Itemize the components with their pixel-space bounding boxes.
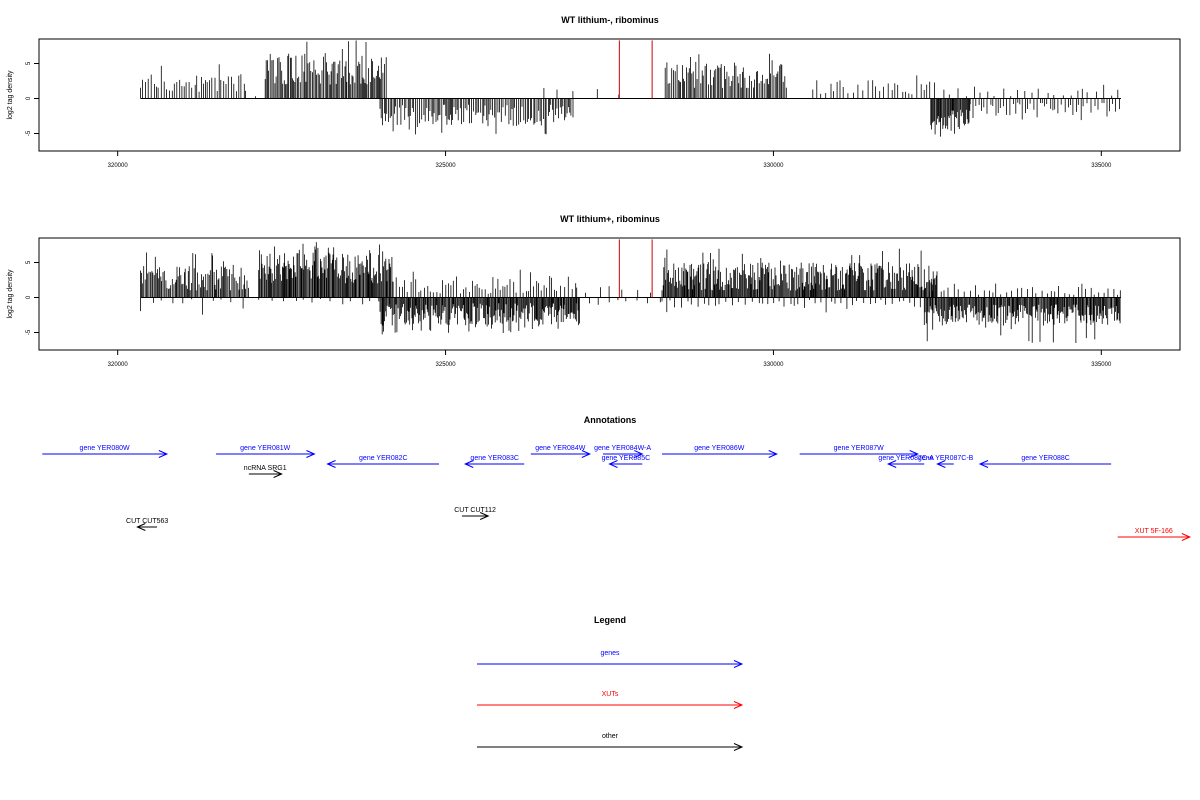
legend-arrow-head — [733, 701, 744, 709]
annotation-feature: gene YER086W — [661, 445, 778, 458]
signal-bars — [140, 40, 1121, 137]
y-tick-label: 0 — [26, 96, 32, 100]
track-panel-lithium-plus: WT lithium+, ribominus log2 tag density … — [7, 214, 1181, 368]
feature-label: gene YER083C — [470, 455, 519, 462]
x-tick-label: 325000 — [436, 163, 457, 169]
annotation-feature: ncRNA SRG1 — [244, 465, 287, 478]
annotation-feature: gene YER084W — [530, 445, 592, 458]
annotation-features: gene YER080W gene YER081W gene YER082C gene… — [42, 445, 1192, 541]
feature-arrow-head — [634, 450, 644, 458]
panel-title: WT lithium+, ribominus — [560, 214, 660, 224]
feature-label: gene YER080W — [80, 445, 130, 452]
annotation-feature: XUT 5F-166 — [1117, 528, 1192, 541]
feature-arrow-head — [978, 460, 989, 468]
feature-arrow-head — [936, 460, 946, 468]
y-tick-label: -5 — [26, 329, 32, 335]
feature-label: gene YER086W — [694, 445, 744, 452]
feature-label: gene YER082C — [359, 455, 408, 462]
annotations-title: Annotations — [584, 415, 637, 425]
feature-label: gene YER085C — [602, 455, 651, 462]
feature-arrow-head — [158, 450, 169, 458]
legend-arrow-head — [733, 743, 744, 751]
feature-label: gene YER084W-A — [594, 445, 651, 452]
legend-entry: other — [477, 733, 744, 751]
panel-title: WT lithium-, ribominus — [561, 15, 659, 25]
annotation-feature: gene YER085C — [602, 455, 651, 468]
annotation-feature: gene YER082C — [326, 455, 440, 468]
annotation-feature: gene YER088C — [978, 455, 1112, 468]
y-tick-label: 5 — [26, 61, 32, 65]
feature-arrow-head — [326, 460, 336, 468]
y-axis-label: log2 tag density — [7, 269, 14, 319]
x-tick-label: 320000 — [108, 362, 129, 368]
feature-label: XUT 5F-166 — [1135, 528, 1173, 535]
annotation-feature: gene YER080W — [42, 445, 169, 458]
legend-entry: XUTs — [477, 691, 744, 709]
feature-arrow-head — [136, 523, 146, 531]
x-tick-label: 325000 — [436, 362, 457, 368]
axes: 320000 325000 330000 335000 -5 0 5 — [26, 61, 1112, 169]
annotation-feature: gene YER084W-A — [594, 445, 651, 458]
feature-arrow-head — [479, 512, 490, 520]
y-tick-label: 0 — [26, 295, 32, 299]
feature-label: gene YER087W — [834, 445, 884, 452]
feature-arrow-head — [273, 470, 283, 478]
y-tick-label: -5 — [26, 130, 32, 136]
feature-arrow-head — [608, 460, 618, 468]
legend-label: other — [602, 733, 619, 740]
annotation-feature: gene YER087C-B — [918, 455, 974, 468]
annotation-feature: CUT CUT563 — [126, 518, 168, 531]
x-tick-label: 335000 — [1091, 163, 1112, 169]
annotation-feature: gene YER081W — [216, 445, 316, 458]
annotation-feature: gene YER087W — [799, 445, 919, 458]
feature-label: gene YER087C-A — [878, 455, 934, 462]
y-tick-label: 5 — [26, 260, 32, 264]
feature-arrow-head — [768, 450, 778, 458]
legend-entries: genes XUTs other — [477, 650, 744, 751]
feature-label: gene YER081W — [240, 445, 290, 452]
legend: Legend genes XUTs other — [477, 615, 744, 751]
feature-arrow-head — [1181, 533, 1192, 541]
y-axis-label: log2 tag density — [7, 70, 14, 120]
feature-label: gene YER087C-B — [918, 455, 974, 462]
feature-arrow-head — [463, 460, 474, 468]
annotation-track: Annotations gene YER080W gene YER081Wgene… — [42, 415, 1192, 541]
legend-title: Legend — [594, 615, 626, 625]
plot-frame — [38, 38, 1181, 152]
feature-label: CUT CUT112 — [454, 507, 496, 514]
feature-label: CUT CUT563 — [126, 518, 168, 525]
annotation-feature: gene YER083C — [463, 455, 525, 468]
x-tick-label: 335000 — [1091, 362, 1112, 368]
feature-arrow-head — [909, 450, 919, 458]
signal-bars — [140, 239, 1121, 343]
x-tick-label: 330000 — [763, 362, 784, 368]
legend-label: XUTs — [602, 691, 619, 698]
annotation-feature: gene YER087C-A — [878, 455, 934, 468]
feature-label: gene YER084W — [535, 445, 585, 452]
legend-entry: genes — [477, 650, 744, 668]
track-panel-lithium-minus: WT lithium-, ribominus log2 tag density … — [7, 15, 1181, 169]
x-tick-label: 320000 — [108, 163, 129, 169]
axes: 320000 325000 330000 335000 -5 0 5 — [26, 260, 1112, 368]
annotation-feature: CUT CUT112 — [454, 507, 496, 520]
plot-frame — [38, 237, 1181, 351]
feature-arrow-head — [581, 450, 592, 458]
legend-arrow-head — [733, 660, 744, 668]
feature-label: gene YER088C — [1021, 455, 1070, 462]
feature-label: ncRNA SRG1 — [244, 465, 287, 472]
x-tick-label: 330000 — [763, 163, 784, 169]
legend-label: genes — [600, 650, 620, 657]
feature-arrow-head — [886, 460, 897, 468]
feature-arrow-head — [306, 450, 316, 458]
